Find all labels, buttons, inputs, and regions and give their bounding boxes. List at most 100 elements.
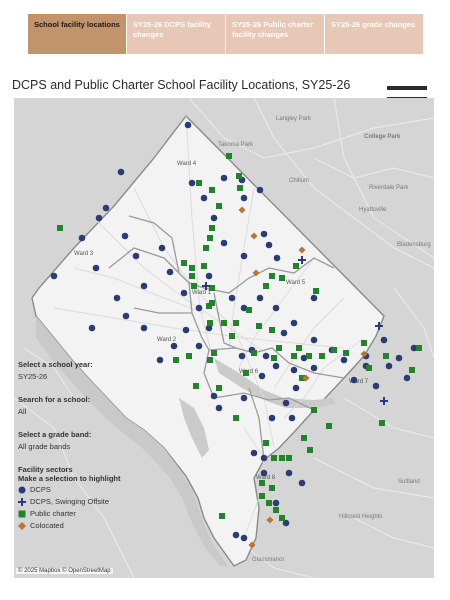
dcps-school-marker[interactable] (122, 312, 130, 320)
dcps-school-marker[interactable] (195, 304, 203, 312)
colocated-school-marker[interactable] (238, 206, 246, 214)
dcps-school-marker[interactable] (250, 449, 258, 457)
public-charter-school-marker[interactable] (276, 345, 282, 351)
dcps-school-marker[interactable] (298, 479, 306, 487)
public-charter-school-marker[interactable] (416, 345, 422, 351)
dcps-school-marker[interactable] (290, 366, 298, 374)
tab-dcps-facility-changes[interactable]: SY25-26 DCPS facility changes (127, 14, 226, 54)
public-charter-school-marker[interactable] (311, 407, 317, 413)
dcps-school-marker[interactable] (265, 241, 273, 249)
public-charter-school-marker[interactable] (233, 320, 239, 326)
dcps-school-marker[interactable] (240, 534, 248, 542)
dcps-school-marker[interactable] (220, 174, 228, 182)
public-charter-school-marker[interactable] (271, 355, 277, 361)
dcps-school-marker[interactable] (256, 186, 264, 194)
public-charter-school-marker[interactable] (259, 493, 265, 499)
legend-item-dcps[interactable]: DCPS (18, 484, 178, 495)
legend-item-colocated[interactable]: Colocated (18, 520, 178, 531)
public-charter-school-marker[interactable] (203, 245, 209, 251)
public-charter-school-marker[interactable] (266, 500, 272, 506)
dcps-school-marker[interactable] (385, 362, 393, 370)
dcps-school-marker[interactable] (260, 454, 268, 462)
public-charter-school-marker[interactable] (331, 347, 337, 353)
dcps-school-marker[interactable] (156, 356, 164, 364)
dcps-school-marker[interactable] (282, 519, 290, 527)
dcps-school-marker[interactable] (258, 372, 266, 380)
public-charter-school-marker[interactable] (269, 327, 275, 333)
dcps-school-marker[interactable] (340, 356, 348, 364)
public-charter-school-marker[interactable] (211, 350, 217, 356)
dcps-school-marker[interactable] (92, 264, 100, 272)
public-charter-school-marker[interactable] (299, 375, 305, 381)
dcps-school-marker[interactable] (268, 414, 276, 422)
tab-grade-changes[interactable]: SY25-26 grade changes (325, 14, 424, 54)
public-charter-school-marker[interactable] (343, 350, 349, 356)
public-charter-school-marker[interactable] (307, 447, 313, 453)
public-charter-school-marker[interactable] (209, 187, 215, 193)
dcps-swinging-offsite-marker[interactable] (202, 282, 210, 290)
dcps-school-marker[interactable] (260, 469, 268, 477)
dcps-school-marker[interactable] (95, 214, 103, 222)
public-charter-school-marker[interactable] (181, 260, 187, 266)
dcps-school-marker[interactable] (238, 352, 246, 360)
dcps-school-marker[interactable] (240, 194, 248, 202)
public-charter-school-marker[interactable] (301, 435, 307, 441)
public-charter-school-marker[interactable] (206, 303, 212, 309)
dcps-school-marker[interactable] (205, 324, 213, 332)
public-charter-school-marker[interactable] (326, 423, 332, 429)
dcps-school-marker[interactable] (372, 382, 380, 390)
public-charter-school-marker[interactable] (237, 185, 243, 191)
colocated-school-marker[interactable] (250, 232, 258, 240)
dcps-school-marker[interactable] (310, 294, 318, 302)
dcps-school-marker[interactable] (170, 342, 178, 350)
colocated-school-marker[interactable] (302, 374, 310, 382)
public-charter-school-marker[interactable] (173, 357, 179, 363)
colocated-school-marker[interactable] (248, 541, 256, 549)
public-charter-school-marker[interactable] (319, 353, 325, 359)
dcps-school-marker[interactable] (300, 354, 308, 362)
public-charter-school-marker[interactable] (269, 485, 275, 491)
dcps-school-marker[interactable] (380, 336, 388, 344)
public-charter-school-marker[interactable] (279, 455, 285, 461)
public-charter-school-marker[interactable] (286, 455, 292, 461)
public-charter-school-marker[interactable] (306, 353, 312, 359)
search-school-input[interactable]: All (18, 407, 27, 416)
dcps-school-marker[interactable] (228, 294, 236, 302)
public-charter-school-marker[interactable] (191, 283, 197, 289)
public-charter-school-marker[interactable] (221, 320, 227, 326)
public-charter-school-marker[interactable] (293, 263, 299, 269)
dcps-school-marker[interactable] (205, 272, 213, 280)
dcps-school-marker[interactable] (272, 499, 280, 507)
legend-item-dcps-swinging-offsite[interactable]: DCPS, Swinging Offsite (18, 496, 178, 507)
dcps-school-marker[interactable] (220, 239, 228, 247)
dcps-school-marker[interactable] (240, 252, 248, 260)
dcps-school-marker[interactable] (132, 252, 140, 260)
public-charter-school-marker[interactable] (226, 153, 232, 159)
public-charter-school-marker[interactable] (209, 225, 215, 231)
dcps-swinging-offsite-marker[interactable] (380, 397, 388, 405)
public-charter-school-marker[interactable] (279, 515, 285, 521)
colocated-school-marker[interactable] (360, 350, 368, 358)
public-charter-school-marker[interactable] (201, 263, 207, 269)
dcps-school-marker[interactable] (215, 404, 223, 412)
dcps-school-marker[interactable] (102, 204, 110, 212)
public-charter-school-marker[interactable] (361, 340, 367, 346)
dcps-school-marker[interactable] (200, 194, 208, 202)
public-charter-school-marker[interactable] (259, 480, 265, 486)
dcps-school-marker[interactable] (403, 374, 411, 382)
tab-school-facility-locations[interactable]: School facility locations (28, 14, 127, 54)
map-attribution[interactable]: © 2025 Mapbox © OpenStreetMap (16, 568, 113, 574)
public-charter-school-marker[interactable] (313, 288, 319, 294)
dcps-school-marker[interactable] (88, 324, 96, 332)
dcps-school-marker[interactable] (158, 244, 166, 252)
public-charter-school-marker[interactable] (207, 357, 213, 363)
dcps-school-marker[interactable] (272, 362, 280, 370)
dcps-school-marker[interactable] (188, 179, 196, 187)
public-charter-school-marker[interactable] (379, 420, 385, 426)
legend-item-public-charter[interactable]: Public charter (18, 508, 178, 519)
public-charter-school-marker[interactable] (207, 320, 213, 326)
dcps-school-marker[interactable] (310, 336, 318, 344)
colocated-school-marker[interactable] (252, 269, 260, 277)
dcps-school-marker[interactable] (292, 384, 300, 392)
dcps-school-marker[interactable] (262, 352, 270, 360)
